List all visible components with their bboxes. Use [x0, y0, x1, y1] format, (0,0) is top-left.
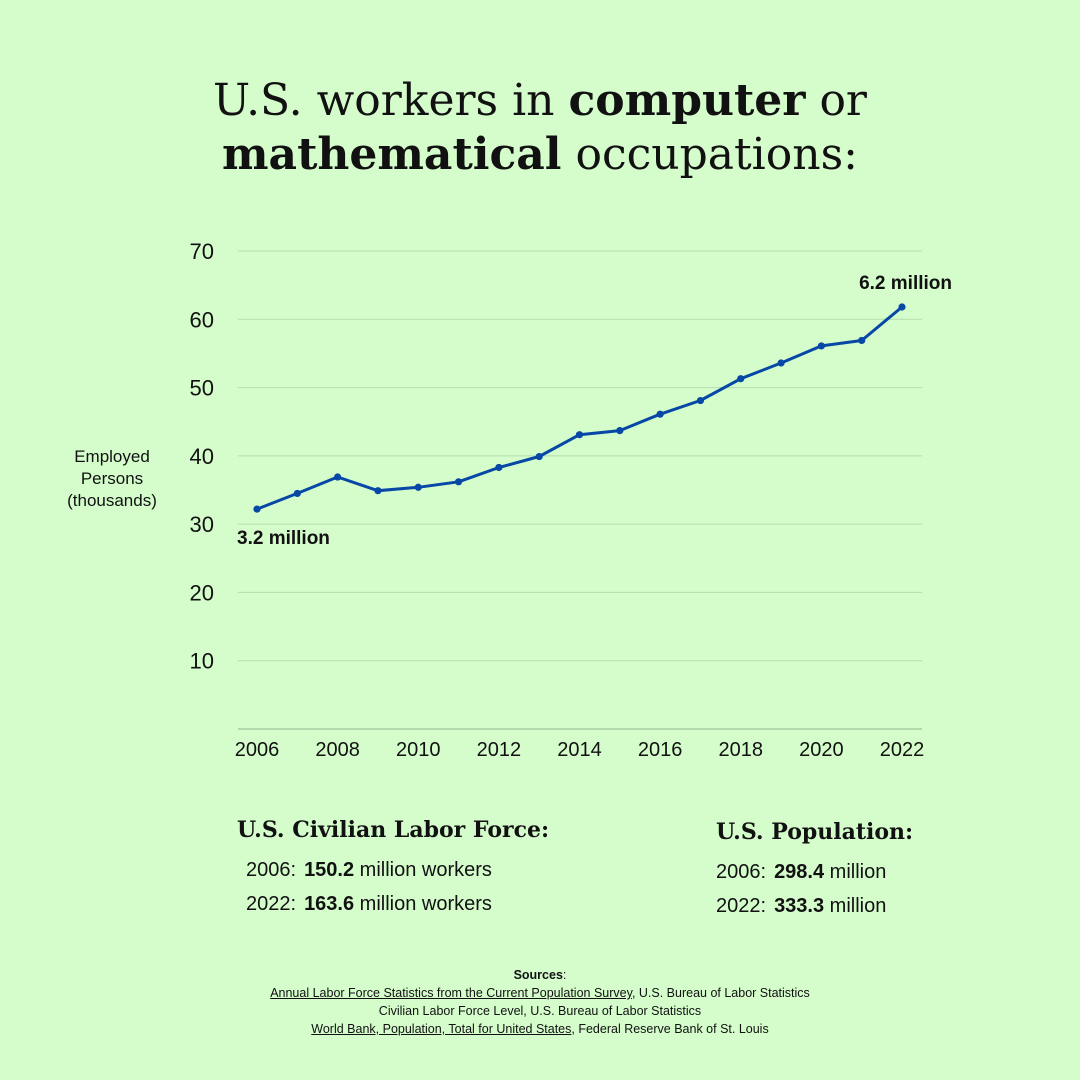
data-point [817, 342, 825, 350]
x-tick-label: 2022 [880, 739, 925, 761]
y-tick-label: 70 [190, 239, 214, 264]
labor-year: 2022: [246, 893, 297, 915]
x-tick-label: 2018 [719, 739, 764, 761]
data-point [656, 410, 664, 418]
title-bold-1: computer [568, 75, 806, 126]
y-axis-label-line-2: Persons [80, 469, 144, 488]
y-tick-label: 10 [190, 649, 214, 674]
x-tick-label: 2016 [638, 739, 683, 761]
title-bold-2: mathematical [222, 129, 562, 180]
labor-unit: million workers [354, 859, 492, 881]
data-point [696, 396, 705, 405]
data-point [575, 431, 584, 439]
data-label: 3.2 million [237, 528, 330, 549]
data-point [898, 303, 906, 311]
data-point [374, 487, 382, 495]
population-unit: million [824, 861, 887, 883]
data-point [334, 473, 342, 481]
title-part-1: U.S. workers in [213, 75, 569, 126]
page-title: U.S. workers in computer or mathematical… [0, 74, 1080, 182]
data-label: 6.2 million [859, 273, 952, 294]
y-tick-label: 20 [190, 580, 214, 605]
y-tick-label: 40 [190, 444, 214, 469]
x-tick-label: 2006 [235, 739, 280, 761]
x-tick-label: 2020 [799, 739, 844, 761]
labor-force-heading: U.S. Civilian Labor Force: [237, 817, 550, 843]
x-tick-label: 2008 [315, 739, 360, 761]
sources-colon: : [562, 968, 567, 982]
chart-annotations: 3.2 million 6.2 million [237, 273, 952, 549]
data-point [858, 336, 866, 345]
y-axis-label-line-1: Employed [74, 447, 150, 466]
sources: Sources: Annual Labor Force Statistics f… [0, 966, 1080, 1038]
data-point [414, 483, 422, 491]
chart-grid [238, 250, 922, 730]
data-point [737, 375, 745, 383]
title-part-2: or [805, 75, 867, 126]
data-point [253, 505, 261, 513]
y-axis-label: Employed Persons (thousands) [52, 446, 172, 512]
x-axis-ticks: 2006 2008 2010 2012 2014 2016 2018 2020 2022 [235, 739, 925, 761]
labor-force-stats: U.S. Civilian Labor Force: 2006: 150.2 mi… [237, 817, 549, 921]
labor-value: 150.2 [304, 859, 355, 881]
population-value: 298.4 [774, 861, 825, 883]
x-tick-label: 2014 [557, 739, 602, 761]
data-point [454, 478, 463, 486]
labor-force-row: 2022: 163.6 million workers [237, 887, 549, 921]
data-point [777, 359, 785, 367]
population-value: 333.3 [774, 895, 825, 917]
data-point [293, 489, 301, 498]
labor-unit: million workers [354, 893, 492, 915]
data-point [616, 426, 624, 435]
y-tick-label: 50 [190, 376, 214, 401]
title-part-3: occupations: [561, 129, 858, 180]
population-row: 2022: 333.3 million [716, 889, 913, 923]
labor-year: 2006: [246, 859, 297, 881]
data-point [495, 463, 503, 472]
population-row: 2006: 298.4 million [716, 855, 913, 889]
population-year: 2022: [716, 895, 767, 917]
series-line [256, 305, 903, 511]
source-link-labor-stats[interactable]: Annual Labor Force Statistics from the C… [270, 986, 632, 1000]
source-1-publisher: , U.S. Bureau of Labor Statistics [631, 986, 810, 1000]
y-axis-ticks: 10 20 30 40 50 60 70 [190, 239, 214, 674]
data-point [535, 452, 543, 461]
source-2: Civilian Labor Force Level, U.S. Bureau … [378, 1004, 702, 1018]
y-axis-label-line-3: (thousands) [67, 491, 157, 510]
population-heading: U.S. Population: [716, 819, 914, 845]
y-tick-label: 30 [190, 512, 214, 537]
labor-value: 163.6 [304, 893, 355, 915]
population-unit: million [824, 895, 887, 917]
labor-force-row: 2006: 150.2 million workers [237, 853, 549, 887]
population-year: 2006: [716, 861, 767, 883]
sources-heading: Sources [513, 968, 563, 982]
y-tick-label: 60 [190, 307, 214, 332]
population-stats: U.S. Population: 2006: 298.4 million 2022… [716, 819, 913, 923]
source-3-publisher: , Federal Reserve Bank of St. Louis [571, 1022, 769, 1036]
x-tick-label: 2010 [396, 739, 441, 761]
source-link-world-bank[interactable]: World Bank, Population, Total for United… [311, 1022, 572, 1036]
series-points [253, 303, 906, 513]
x-tick-label: 2012 [477, 739, 522, 761]
